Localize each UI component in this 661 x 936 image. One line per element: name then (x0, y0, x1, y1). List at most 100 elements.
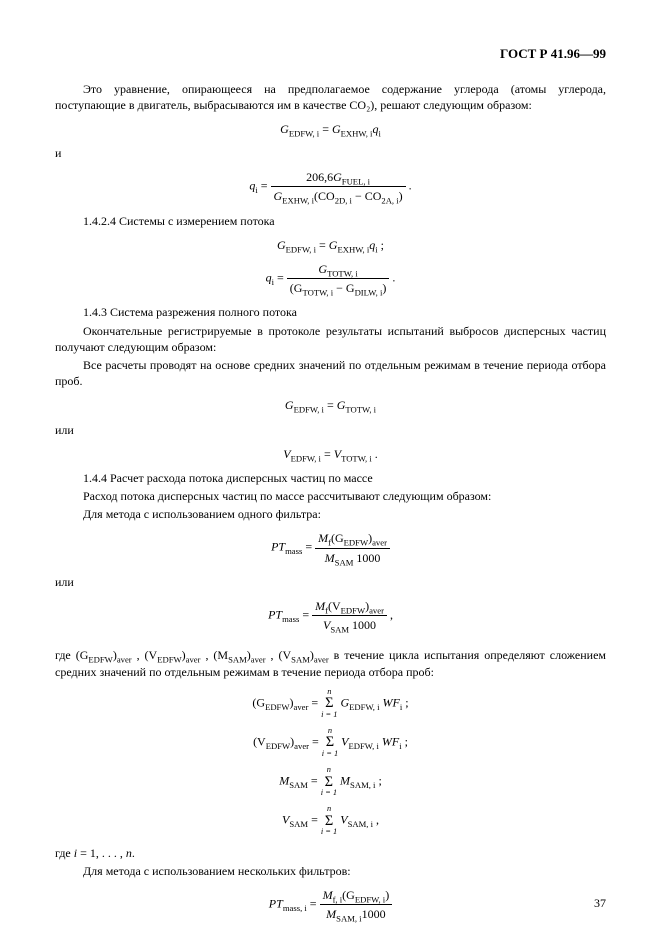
eq11-r: M (340, 774, 350, 788)
sum-bot: i = 1 (321, 789, 337, 797)
para-4: Расход потока дисперсных частиц по массе… (55, 488, 606, 504)
p6-d: , (V (266, 648, 292, 662)
para-5: Для метода с использованием одного фильт… (55, 506, 606, 522)
eq4-frac: GTOTW, i (GTOTW, i − GDILW, i) (287, 261, 390, 296)
p6-c2sub: aver (251, 655, 266, 665)
eq3-lsub: EDFW, i (286, 244, 316, 254)
eq2-den-csub: 2A, i (381, 196, 398, 206)
eq12-r: V (340, 813, 347, 827)
eq7-num-b: (G (331, 531, 344, 545)
eq-13: PTmass, i = Mf, i(GEDFW, i) MSAM, i1000 (55, 887, 606, 922)
section-143: 1.4.3 Система разрежения полного потока (55, 304, 606, 320)
eq-1: GEDFW, i = GEXHW, iqi (55, 121, 606, 137)
eq9-tail: WF (380, 695, 400, 709)
eq1-tsub: i (378, 128, 380, 138)
eq10-rsub: EDFW, i (349, 741, 379, 751)
eq8-den-asub: SAM (330, 625, 349, 635)
eq13-lhs: PT (269, 896, 283, 910)
eq7-num-csub: aver (372, 538, 387, 548)
eq5-lhs: G (285, 398, 294, 412)
p6-asub: EDFW (88, 655, 112, 665)
eq13-num-c: ) (385, 888, 389, 902)
eq10-l: (V (253, 734, 266, 748)
eq7-den-b: 1000 (353, 551, 380, 565)
eq10-tsub: i (399, 741, 401, 751)
eq11-lsub: SAM (289, 780, 308, 790)
eq8-num-b: (V (328, 599, 341, 613)
sum-bot: i = 1 (322, 750, 338, 758)
eq3-tsub: i (375, 244, 377, 254)
eq4-numsub: TOTW, i (327, 268, 358, 278)
eq1-lhs: G (280, 122, 289, 136)
sum-icon: n Σ i = 1 (321, 805, 337, 836)
eq10-r: V (341, 734, 348, 748)
eq10-lsub: EDFW (266, 741, 290, 751)
eq7-den-asub: SAM (335, 557, 354, 567)
eq-8: PTmass = Mf(VEDFW)aver VSAM 1000 , (55, 598, 606, 633)
eq-3: GEDFW, i = GEXHW, iqi ; (55, 237, 606, 253)
p6-a: где (G (55, 648, 88, 662)
p6-b2sub: aver (186, 655, 201, 665)
eq11-l: M (279, 774, 289, 788)
eq8-num-a: M (315, 599, 325, 613)
p6-d2sub: aver (314, 655, 329, 665)
p6-dsub: SAM (291, 655, 310, 665)
eq7-num-a: M (318, 531, 328, 545)
eq13-lsub: mass, i (283, 903, 307, 913)
eq6-lsub: EDFW, i (291, 453, 321, 463)
eq-5: GEDFW, i = GTOTW, i (55, 397, 606, 413)
page: ГОСТ Р 41.96—99 Это уравнение, опирающее… (0, 0, 661, 936)
eq8-frac: Mf(VEDFW)aver VSAM 1000 (312, 598, 387, 633)
doc-header: ГОСТ Р 41.96—99 (55, 45, 606, 63)
eq8-num-csub: aver (369, 605, 384, 615)
eq12-lsub: SAM (289, 819, 308, 829)
eq7-den-a: M (325, 551, 335, 565)
eq4-den-a: (G (290, 281, 303, 295)
eq12-rsub: SAM, i (348, 819, 373, 829)
p6-csub: SAM (228, 655, 247, 665)
p6-b: , (V (132, 648, 158, 662)
eq13-num-b: (G (342, 888, 355, 902)
eq2-frac: 206,6GFUEL, i GEXHW, i(CO2D, i − CO2A, i… (271, 169, 406, 204)
eq8-num-bsub: EDFW (341, 605, 365, 615)
eq2-den-d: ) (399, 189, 403, 203)
eq2-den-asub: EXHW, i (282, 196, 314, 206)
eq4-den-c: ) (382, 281, 386, 295)
eq-9: (GEDFW)aver = n Σ i = 1 GEDFW, i WFi ; (55, 688, 606, 719)
para-8: Для метода с использованием нескольких ф… (55, 863, 606, 879)
eq-7: PTmass = Mf(GEDFW)aver MSAM 1000 (55, 530, 606, 565)
eq8-den-b: 1000 (349, 618, 376, 632)
eq2-den-c: − CO (352, 189, 381, 203)
connector-or-1: или (55, 422, 606, 438)
eq4-den-b: − G (333, 281, 354, 295)
eq7-frac: Mf(GEDFW)aver MSAM 1000 (315, 530, 390, 565)
eq5-lsub: EDFW, i (294, 405, 324, 415)
eq-6: VEDFW, i = VTOTW, i . (55, 446, 606, 462)
page-number: 37 (594, 895, 606, 911)
eq2-den-bsub: 2D, i (335, 196, 352, 206)
eq4-den-asub: TOTW, i (302, 288, 333, 298)
p6-c: , (M (201, 648, 229, 662)
eq1-rsub: EXHW, i (341, 128, 373, 138)
eq4-den-bsub: DILW, i (355, 288, 383, 298)
p6-bsub: EDFW (157, 655, 181, 665)
eq9-l: (G (252, 695, 265, 709)
eq2-num-a: 206,6 (306, 170, 333, 184)
eq9-tsub: i (400, 702, 402, 712)
eq13-num-bsub: EDFW, i (355, 894, 385, 904)
eq-2: qi = 206,6GFUEL, i GEXHW, i(CO2D, i − CO… (55, 169, 606, 204)
eq13-den-b: 1000 (362, 907, 386, 921)
eq4-lsub: i (272, 277, 274, 287)
eq3-lhs: G (277, 238, 286, 252)
para-6: где (GEDFW)aver , (VEDFW)aver , (MSAM)av… (55, 647, 606, 679)
eq6-lhs: V (283, 447, 290, 461)
eq13-num-a: M (323, 888, 333, 902)
eq2-num-b: G (333, 170, 342, 184)
section-1424: 1.4.2.4 Системы с измерением потока (55, 213, 606, 229)
eq2-lsub: i (255, 185, 257, 195)
sum-icon: n Σ i = 1 (321, 688, 337, 719)
eq4-num: G (318, 262, 327, 276)
eq5-rsub: TOTW, i (345, 405, 376, 415)
eq-4: qi = GTOTW, i (GTOTW, i − GDILW, i) . (55, 261, 606, 296)
eq9-l2sub: aver (294, 702, 309, 712)
